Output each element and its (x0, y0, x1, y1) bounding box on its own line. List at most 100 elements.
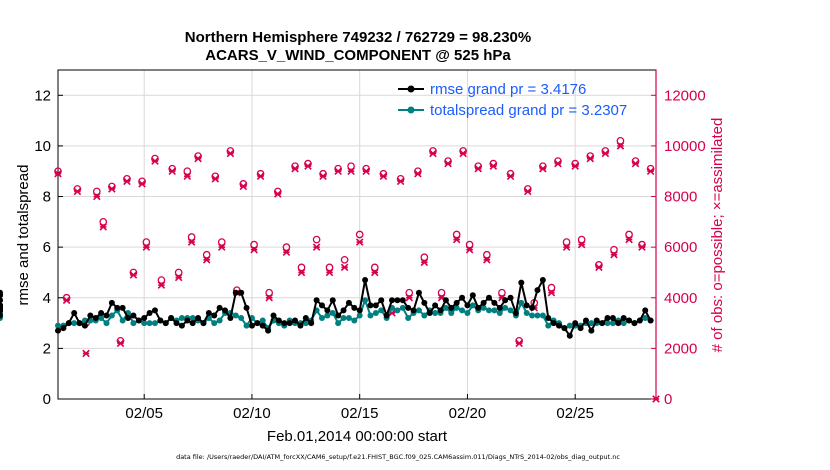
obs-assimilated-point (54, 169, 62, 178)
rmse-point (410, 307, 417, 314)
rmse-point (604, 315, 611, 322)
rmse-point (87, 312, 94, 319)
obs-possible-point (355, 230, 364, 239)
spread-point (141, 320, 148, 327)
rmse-point (151, 307, 158, 314)
rmse-point (432, 302, 439, 309)
rmse-point (566, 332, 573, 339)
obs-possible-point (610, 245, 618, 254)
obs-possible-point (340, 255, 349, 264)
rmse-point (265, 327, 272, 334)
rmse-point (141, 315, 148, 322)
legend: rmse grand pr = 3.4176 totalspread grand… (398, 81, 627, 119)
obs-possible-point (547, 283, 556, 292)
spread-point (529, 312, 536, 319)
rmse-point (572, 320, 579, 327)
right-tick-label: 8000 (664, 189, 697, 206)
rmse-point (297, 322, 304, 329)
rmse-point (588, 327, 595, 334)
obs-possible-point (174, 268, 183, 277)
rmse-point (222, 307, 229, 314)
obs-possible-point (217, 238, 226, 246)
spread-point (518, 299, 525, 306)
obs-assimilated-point (174, 273, 183, 282)
obs-assimilated-point (452, 235, 461, 244)
rmse-point (626, 317, 633, 324)
rmse-point (502, 297, 509, 304)
obs-assimilated-point (638, 243, 646, 251)
rmse-point (200, 320, 207, 327)
rmse-point (211, 312, 218, 319)
rmse-point (232, 289, 239, 296)
left-tick-label: 2 (43, 340, 51, 357)
obs-assimilated-point (325, 268, 334, 277)
spread-point (211, 320, 218, 327)
right-axis-ticks: 0 2000 4000 6000 8000 10000 12000 (651, 70, 706, 408)
x-axis-label: Feb.01,2014 00:00:00 start (267, 428, 448, 445)
obs-assimilated-point (610, 250, 618, 259)
obs-assimilated-point (108, 185, 116, 193)
obs-assimilated-point (595, 263, 603, 272)
rmse-point (0, 292, 3, 299)
obs-possible-point (420, 253, 429, 262)
obs-assimilated-point (631, 159, 640, 168)
spread-point (566, 322, 573, 329)
spread-point (324, 312, 331, 319)
spread-point (545, 322, 552, 329)
rmse-point (324, 307, 331, 314)
obs-assimilated-point (539, 164, 547, 173)
spread-point (178, 315, 185, 322)
obs-assimilated-point (379, 172, 388, 181)
spread-point (356, 312, 363, 319)
obs-assimilated-point (250, 245, 258, 254)
right-tick-label: 12000 (664, 87, 706, 104)
obs-possible-point (282, 243, 291, 252)
rmse-point (254, 320, 261, 327)
obs-assimilated-point (586, 154, 595, 163)
obs-assimilated-point (187, 238, 196, 246)
rmse-point (178, 322, 185, 329)
rmse-point (480, 299, 487, 306)
obs-possible-point (405, 288, 414, 297)
rmse-point (496, 304, 503, 311)
obs-assimilated-point (116, 339, 125, 348)
rmse-point (518, 279, 525, 286)
spread-point (130, 320, 137, 327)
rmse-point (448, 304, 455, 311)
rmse-point (545, 315, 552, 322)
rmse-point (270, 312, 277, 319)
data-file-footnote: data file: /Users/raeder/DAI/ATM_forcXX/… (176, 453, 620, 461)
x-tick-label: 02/25 (556, 405, 594, 422)
obs-assimilated-point (646, 167, 655, 175)
rmse-point (421, 299, 428, 306)
rmse-point (146, 309, 153, 316)
obs-assimilated-point (625, 235, 633, 244)
obs-assimilated-point (82, 349, 90, 358)
spread-point (372, 309, 379, 316)
rmse-point (216, 304, 223, 311)
obs-assimilated-point (465, 245, 474, 254)
rmse-point (507, 294, 514, 301)
obs-assimilated-point (93, 192, 101, 201)
rmse-point (195, 315, 202, 322)
rmse-point (157, 317, 164, 324)
rmse-point (65, 320, 72, 327)
legend-rmse-label: rmse grand pr = 3.4176 (430, 81, 586, 98)
rmse-point (76, 320, 83, 327)
rmse-point (550, 320, 557, 327)
spread-point (329, 309, 336, 316)
left-tick-label: 8 (43, 189, 51, 206)
rmse-point (442, 297, 449, 304)
spread-point (98, 315, 105, 322)
obs-assimilated-point (483, 256, 491, 264)
left-tick-label: 12 (34, 87, 51, 104)
x-tick-label: 02/10 (233, 405, 271, 422)
obs-assimilated-point (340, 263, 349, 272)
obs-assimilated-point (282, 248, 291, 256)
rmse-point (394, 297, 401, 304)
rmse-point (329, 297, 336, 304)
rmse-point (405, 304, 412, 311)
obs-possible-point (465, 240, 474, 249)
obs-possible-point (92, 187, 101, 196)
rmse-point (582, 317, 589, 324)
